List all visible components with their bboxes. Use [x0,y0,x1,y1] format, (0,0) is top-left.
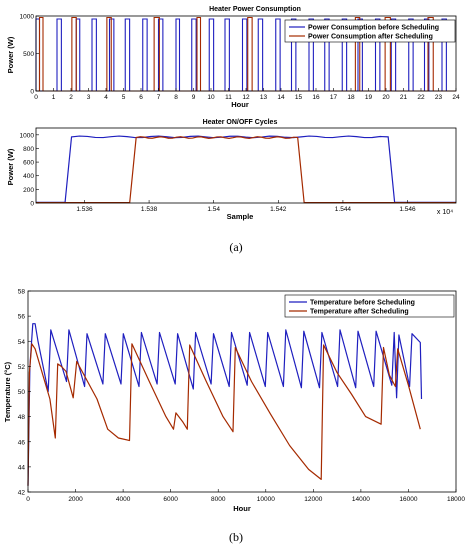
p3-xtick-label: 18000 [447,496,465,503]
caption-b: (b) [229,530,243,544]
p1-legend: Power Consumption before Scheduling Powe… [284,19,456,43]
p1-xtick-label: 22 [417,94,425,101]
p1-title: Heater Power Consumption [209,6,301,13]
p1-xtick-label: 10 [207,94,215,101]
p1-xtick-label: 21 [400,94,408,101]
p2-xtick-label: 1.538 [141,206,158,213]
p1-xtick-label: 0 [34,94,38,101]
p2-xtick-label: 1.536 [76,206,93,213]
p1-xtick-label: 19 [365,94,373,101]
p3-xtick-label: 2000 [68,496,83,503]
p1-legend-label-before: Power Consumption before Scheduling [308,25,439,32]
p3-legend: Temperature before Scheduling Temperatur… [284,294,455,318]
p3-plot-bg [28,291,456,492]
p2-xtick-label: 1.54 [207,206,220,213]
p2-ytick-label: 0 [30,201,34,208]
p2-series-after-line [36,136,456,204]
p3-legend-label-after: Temperature after Scheduling [310,309,409,316]
p3-ytick-label: 52 [18,364,26,371]
p3-xtick-label: 4000 [116,496,131,503]
p3-ytick-label: 50 [18,389,26,396]
p1-xtick-label: 4 [104,94,108,101]
p3-ytick-label: 58 [18,289,26,296]
p1-xtick-label: 7 [157,94,161,101]
p3-xtick-label: 6000 [163,496,178,503]
p2-xlabel: Sample [227,212,254,221]
on-off-cycles-chart: Heater ON/OFF Cycles 0 200 400 600 800 1000 1… [6,119,457,221]
p3-ytick-label: 56 [18,314,26,321]
p3-xtick-label: 14000 [352,496,370,503]
p2-y-ticks: 0 200 400 600 800 1000 [20,132,39,208]
p1-xtick-label: 6 [139,94,143,101]
p3-legend-box [284,294,455,318]
p3-y-ticks: 42 44 46 48 50 52 54 56 58 [18,289,31,497]
p1-xtick-label: 16 [312,94,320,101]
p2-series-before-line [36,135,456,203]
p1-xtick-label: 14 [277,94,285,101]
temperature-chart: 42 44 46 48 50 52 54 56 58 0 2000 4000 6000 8000 1000… [3,289,465,514]
p1-x-ticks: 0 1 2 3 4 5 6 7 8 9 10 11 12 13 14 15 16 17 18 19 20 21 22 23 24 [34,88,460,101]
p3-ytick-label: 48 [18,414,26,421]
p3-legend-label-before: Temperature before Scheduling [310,300,415,307]
p1-xtick-label: 3 [87,94,91,101]
p1-xtick-label: 2 [69,94,73,101]
p2-ytick-label: 600 [23,160,34,167]
p1-xlabel: Hour [231,100,249,109]
p3-series-before-line [27,323,423,486]
p1-ylabel: Power (W) [6,36,15,73]
p3-xtick-label: 16000 [399,496,417,503]
p1-xtick-label: 15 [295,94,303,101]
p1-ytick-label: 0 [30,89,34,96]
p2-x-ticks: 1.536 1.538 1.54 1.542 1.544 1.546 [76,200,416,213]
p2-ytick-label: 1000 [20,132,35,139]
p1-xtick-label: 13 [260,94,268,101]
p3-ytick-label: 54 [18,339,26,346]
p2-xtick-label: 1.542 [270,206,287,213]
p1-xtick-label: 18 [347,94,355,101]
p3-xtick-label: 12000 [304,496,322,503]
p2-title: Heater ON/OFF Cycles [203,119,278,126]
p3-ytick-label: 44 [18,464,26,471]
p3-xlabel: Hour [233,504,251,513]
p3-x-ticks: 0 2000 4000 6000 8000 10000 12000 14000 16000 180… [26,489,465,503]
p1-xtick-label: 11 [225,94,232,101]
p1-xtick-label: 1 [52,94,56,101]
p1-xtick-label: 8 [174,94,178,101]
p3-series-after-line [27,343,421,486]
p2-x-multiplier: x 10⁴ [437,209,453,216]
p2-ylabel: Power (W) [6,148,15,185]
p2-axes-box [35,127,457,204]
caption-a: (a) [229,240,242,254]
p1-xtick-label: 12 [242,94,250,101]
p1-series-after-line [36,16,456,92]
p2-series-group [36,135,456,204]
p1-y-ticks: 0 500 1000 [20,14,39,96]
p1-xtick-label: 9 [192,94,196,101]
p3-series-group [27,323,423,486]
p1-xtick-label: 5 [122,94,126,101]
p3-xtick-label: 0 [26,496,30,503]
p1-legend-label-after: Power Consumption after Scheduling [308,34,433,41]
p1-ytick-label: 500 [23,51,34,58]
p2-ytick-label: 800 [23,146,34,153]
p1-xtick-label: 17 [330,94,338,101]
p1-xtick-label: 23 [435,94,443,101]
p1-xtick-label: 20 [382,94,390,101]
p2-ytick-label: 400 [23,173,34,180]
p2-ytick-label: 200 [23,187,34,194]
p1-legend-box [284,19,456,43]
p3-ytick-label: 46 [18,439,26,446]
p3-xtick-label: 8000 [211,496,226,503]
p1-xtick-label: 24 [452,94,460,101]
p2-xtick-label: 1.546 [399,206,416,213]
p2-xtick-label: 1.544 [335,206,352,213]
p3-xtick-label: 10000 [257,496,275,503]
p1-ytick-label: 1000 [20,14,35,21]
p3-ylabel: Temperature (°C) [3,361,12,422]
p3-ytick-label: 42 [18,490,26,497]
